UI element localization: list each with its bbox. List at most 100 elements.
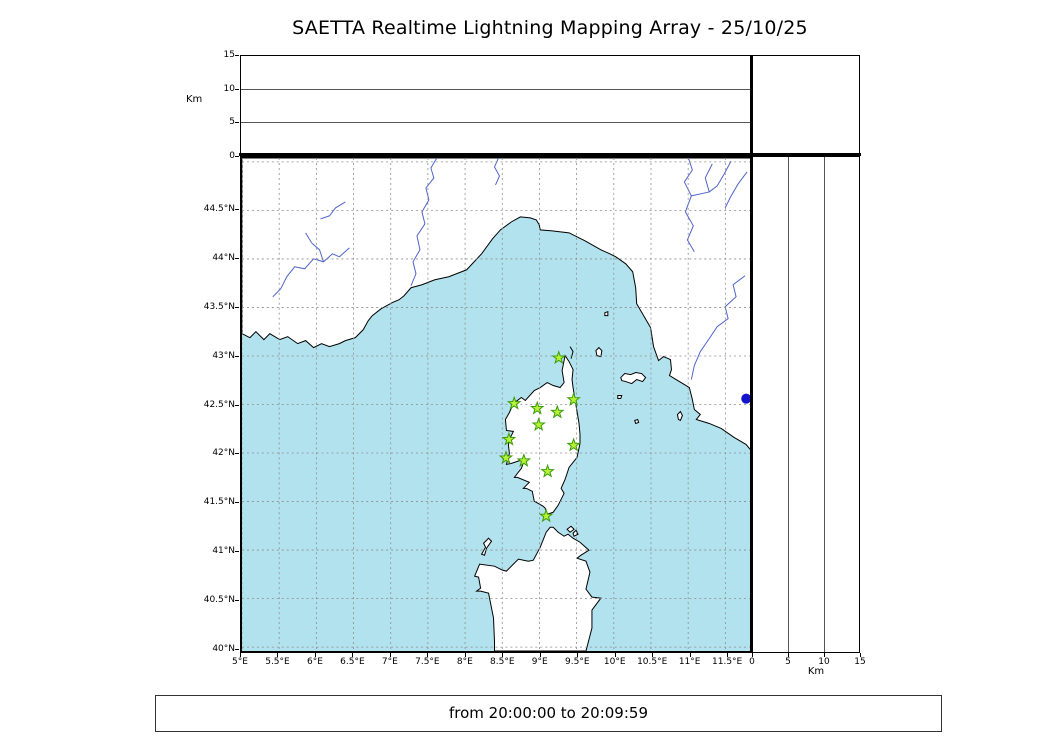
time-range-status: from 20:00:00 to 20:09:59 — [155, 695, 942, 732]
lon-tick-label: 10.5°E — [637, 657, 668, 667]
island-capraia — [595, 346, 603, 358]
km-tick-label: 0 — [749, 657, 755, 667]
river-ubaye — [320, 201, 346, 220]
tick-mark — [235, 208, 239, 210]
station-layer — [498, 350, 581, 523]
tick-mark — [235, 649, 239, 651]
lon-tick-label: 9.5°E — [565, 657, 590, 667]
lat-tick-label: 40°N — [212, 644, 235, 655]
lat-tick-label: 42.5°N — [203, 399, 235, 410]
coastline-mainland-france-italy — [242, 158, 751, 452]
tick-mark — [652, 653, 654, 657]
river-ombrone — [690, 275, 746, 380]
river-northeast-branch-1 — [691, 163, 713, 197]
lat-tick-label: 44.5°N — [203, 203, 235, 214]
km-tick-label: 10 — [818, 657, 830, 667]
lon-tick-label: 6°E — [306, 657, 323, 667]
altitude-tick-label: 15 — [223, 50, 235, 60]
tick-mark — [860, 653, 861, 657]
distance-grid-line — [788, 157, 789, 652]
altitude-grid-line — [241, 122, 752, 123]
altitude-grid-line — [241, 89, 752, 90]
tick-mark — [577, 653, 579, 657]
river-northeast-branch-3 — [724, 171, 748, 209]
station-marker — [538, 508, 554, 523]
station-marker — [529, 400, 545, 415]
lon-tick-label: 6.5°E — [340, 657, 365, 667]
island-giglio — [676, 410, 683, 422]
land-layer — [242, 158, 751, 651]
tick-mark — [235, 306, 239, 308]
lat-tick-label: 40.5°N — [203, 595, 235, 606]
lat-tick-label: 41°N — [212, 546, 235, 557]
river-durance-branch — [305, 232, 324, 262]
tick-mark — [235, 156, 239, 157]
thick-separator-vertical — [750, 55, 753, 653]
km-tick-label: 5 — [785, 657, 791, 667]
time-range-text: from 20:00:00 to 20:09:59 — [448, 704, 648, 722]
island-montecristo — [634, 418, 640, 425]
tick-mark — [427, 653, 429, 657]
station-marker — [531, 417, 546, 432]
island-gorgona — [604, 310, 609, 317]
altitude-histogram-panel — [752, 55, 860, 156]
island-corsica — [504, 354, 581, 515]
river-durance — [272, 247, 350, 298]
lon-tick-label: 10°E — [603, 657, 626, 667]
tick-mark — [235, 55, 239, 56]
station-marker — [498, 450, 514, 465]
distance-grid-line — [824, 157, 825, 652]
tick-mark — [235, 600, 239, 602]
lon-tick-label: 5°E — [232, 657, 248, 667]
altitude-tick-label: 0 — [229, 151, 235, 161]
tick-mark — [235, 257, 239, 259]
lat-tick-label: 43°N — [212, 350, 235, 361]
lon-tick-label: 7°E — [381, 657, 398, 667]
tick-mark — [240, 653, 241, 657]
tick-mark — [235, 453, 239, 455]
tick-mark — [539, 653, 541, 657]
station-marker — [566, 437, 581, 452]
tick-mark — [614, 653, 616, 657]
tick-mark — [235, 502, 239, 504]
lon-tick-label: 9°E — [531, 657, 548, 667]
tick-mark — [752, 653, 753, 657]
tick-mark — [314, 653, 316, 657]
tick-mark — [824, 653, 825, 657]
altitude-tick-label: 5 — [229, 117, 235, 128]
tick-mark — [235, 122, 239, 124]
station-marker — [566, 391, 581, 406]
station-marker — [551, 350, 567, 365]
tick-mark — [389, 653, 391, 657]
lat-tick-label: 41.5°N — [203, 497, 235, 508]
tick-mark — [235, 404, 239, 406]
station-marker — [506, 395, 522, 410]
altitude-vs-longitude-panel — [240, 55, 753, 156]
island-caprera — [572, 529, 579, 537]
km-tick-label: 15 — [854, 657, 866, 667]
lon-tick-label: 11.5°E — [712, 657, 743, 667]
islet-giraglia-outline — [569, 346, 574, 359]
station-marker — [516, 453, 532, 467]
tick-mark — [352, 653, 354, 657]
station-marker — [501, 431, 517, 446]
lightning-event-dot — [741, 393, 751, 404]
altitude-axis-label: Km — [186, 94, 203, 105]
event-layer — [741, 393, 751, 404]
tick-mark — [689, 653, 691, 657]
lon-tick-label: 8.5°E — [490, 657, 515, 667]
lat-tick-label: 42°N — [212, 448, 235, 459]
altitude-tick-label: 10 — [223, 83, 235, 94]
river-piedmont — [493, 158, 501, 186]
island-elba — [620, 372, 647, 385]
station-marker — [540, 463, 555, 478]
island-pianosa — [617, 395, 623, 400]
lon-tick-label: 7.5°E — [415, 657, 440, 667]
island-maddalena — [566, 525, 575, 533]
thick-separator-horizontal — [239, 153, 861, 156]
lat-tick-label: 43.5°N — [203, 301, 235, 312]
tick-mark — [235, 355, 239, 357]
lon-tick-label: 5.5°E — [265, 657, 290, 667]
tick-mark — [502, 653, 504, 657]
